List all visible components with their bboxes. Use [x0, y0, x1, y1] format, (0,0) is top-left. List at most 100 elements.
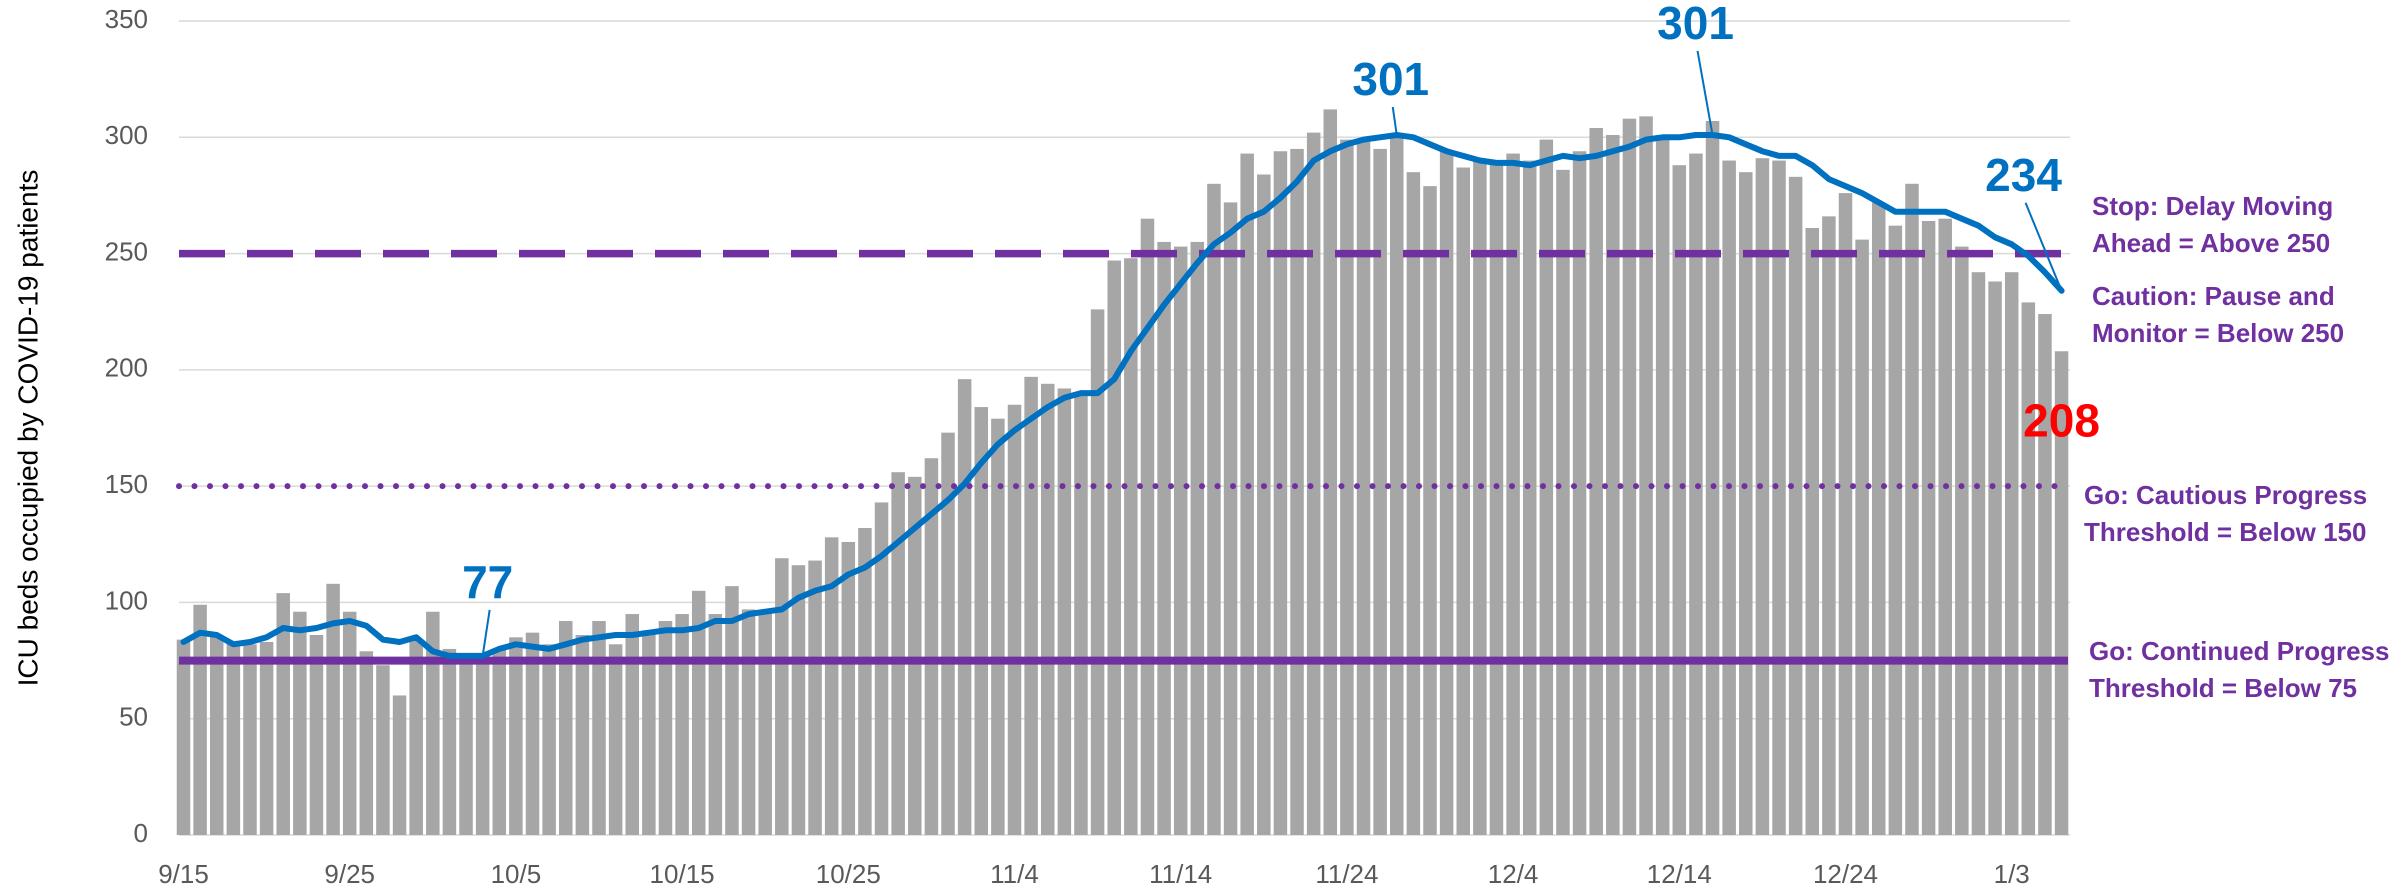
bar [1722, 160, 1736, 836]
bar [608, 644, 623, 835]
bar [891, 472, 905, 835]
bar [1323, 109, 1338, 836]
bar [974, 407, 989, 835]
leader-line [1696, 50, 1714, 136]
bar [1423, 186, 1437, 835]
y-tick-label: 350 [105, 4, 148, 34]
x-tick-label: 11/4 [990, 859, 1039, 889]
bar [376, 665, 390, 835]
y-axis-title: ICU beds occupied by COVID-19 patients [12, 170, 43, 687]
x-tick-label: 9/25 [324, 859, 375, 889]
bar [791, 565, 806, 835]
x-tick-label: 12/4 [1488, 859, 1539, 889]
bar [1223, 202, 1238, 836]
bar [1257, 174, 1271, 836]
bar [824, 537, 839, 835]
bar [642, 630, 656, 835]
x-tick-label: 12/24 [1813, 859, 1878, 889]
bar [858, 528, 872, 835]
bar [675, 614, 689, 835]
leader-line [481, 609, 491, 657]
bar [1040, 383, 1055, 835]
x-tick-label: 12/14 [1647, 859, 1712, 889]
bar [1938, 218, 1952, 835]
bar [1406, 172, 1421, 835]
moving-average-line [180, 132, 2065, 659]
bar [1921, 221, 1936, 836]
reference-label: Go: Cautious Progress [2084, 480, 2367, 510]
bar [1140, 218, 1155, 835]
bar [243, 644, 257, 835]
bar [908, 476, 922, 835]
reference-label: Threshold = Below 75 [2089, 673, 2357, 703]
bar [2021, 302, 2036, 835]
bar [924, 458, 939, 835]
bar [1772, 160, 1786, 836]
bar [1871, 202, 1886, 836]
bar [392, 695, 407, 835]
y-tick-label: 300 [105, 120, 148, 150]
y-tick-label: 250 [105, 236, 148, 266]
bar [808, 560, 822, 835]
bar [442, 648, 457, 835]
x-tick-label: 10/15 [650, 859, 715, 889]
bar [459, 653, 473, 835]
bar [1971, 272, 1986, 836]
bar [1190, 241, 1205, 835]
bar [592, 621, 606, 835]
bar [1489, 162, 1504, 835]
y-tick-label: 50 [119, 702, 148, 732]
bar [559, 621, 573, 835]
bar [1007, 404, 1022, 835]
bar [309, 634, 324, 835]
bar [1556, 169, 1570, 836]
bar [1622, 118, 1637, 836]
bar [1905, 183, 1919, 836]
bar [708, 614, 723, 835]
bar [1207, 183, 1221, 836]
reference-label: Caution: Pause and [2092, 281, 2335, 311]
bar [1805, 227, 1820, 835]
bar [1240, 153, 1254, 835]
bar [1705, 121, 1720, 835]
data-label: 301 [1352, 53, 1429, 105]
data-label: 208 [2023, 394, 2100, 446]
reference-label: Threshold = Below 150 [2084, 517, 2366, 547]
reference-label: Monitor = Below 250 [2092, 318, 2344, 348]
bar [1672, 165, 1687, 836]
leader-line [1391, 106, 1398, 136]
data-label: 301 [1657, 0, 1734, 49]
y-tick-label: 200 [105, 353, 148, 383]
bar [409, 639, 423, 835]
bar [326, 583, 340, 835]
bar [1822, 216, 1836, 836]
bar [359, 651, 374, 835]
bar [1522, 160, 1537, 836]
y-tick-label: 150 [105, 469, 148, 499]
bar [1606, 134, 1620, 835]
data-label: 77 [462, 556, 513, 608]
bar [293, 611, 307, 835]
bar [1107, 260, 1121, 835]
bar [2004, 272, 2019, 836]
bar [1473, 160, 1487, 836]
bar [209, 634, 224, 835]
bar [1788, 176, 1803, 835]
bar [2038, 314, 2052, 835]
bar [841, 541, 856, 835]
bar [1024, 376, 1038, 835]
bar [1755, 158, 1770, 835]
bar [226, 641, 241, 835]
reference-label: Go: Continued Progress [2089, 636, 2389, 666]
bar [1074, 393, 1088, 835]
x-tick-label: 1/3 [1994, 859, 2030, 889]
bar [176, 639, 191, 835]
bar [741, 609, 756, 835]
x-tick-label: 10/25 [816, 859, 881, 889]
bar [193, 604, 207, 835]
bar [1173, 246, 1188, 835]
bar [1090, 309, 1105, 836]
bar [691, 590, 706, 835]
x-tick-label: 11/14 [1149, 859, 1212, 889]
